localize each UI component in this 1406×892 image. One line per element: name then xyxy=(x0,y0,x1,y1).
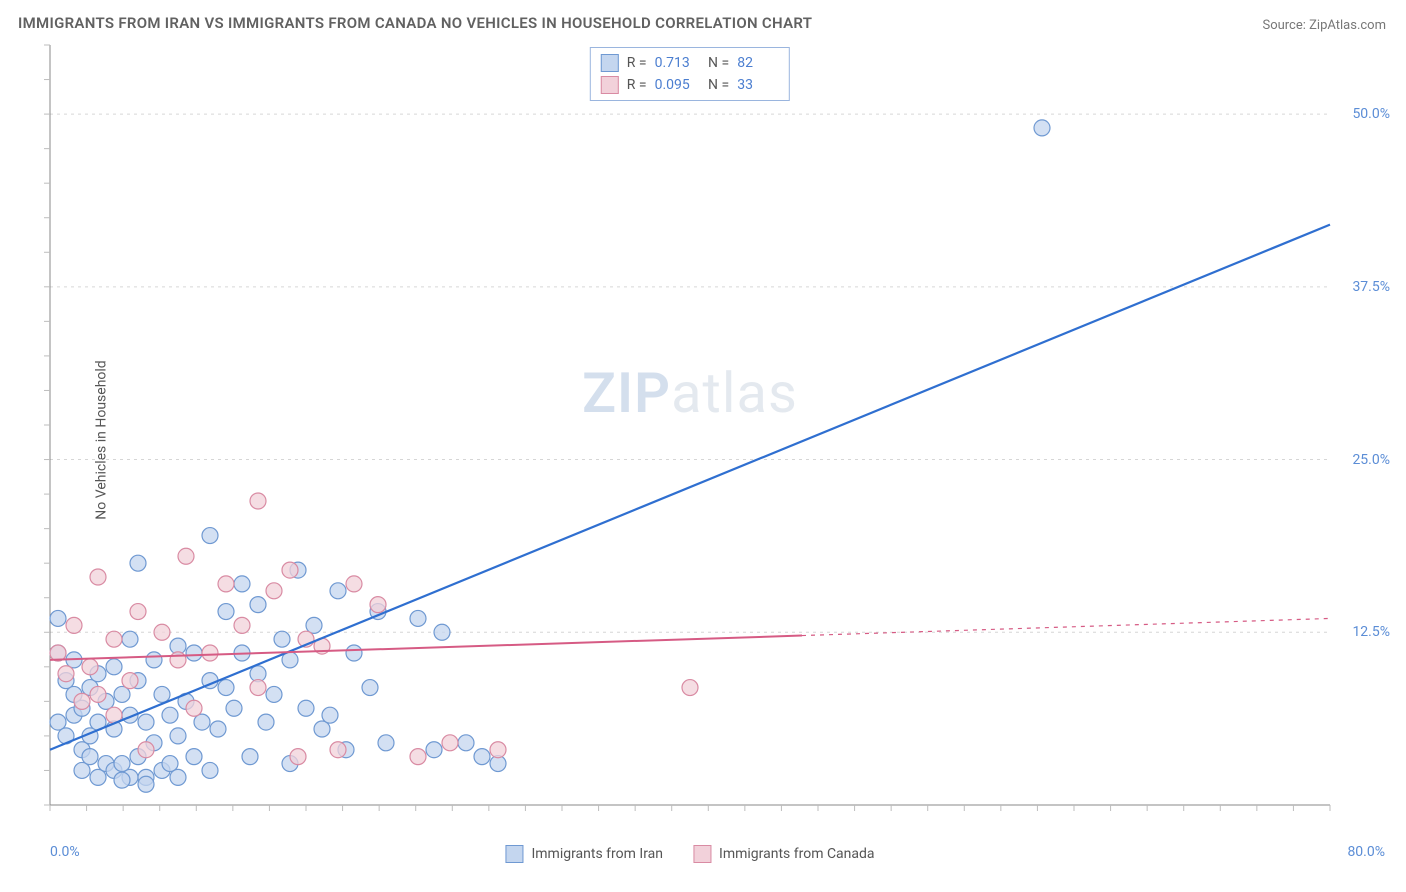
n-value-canada: 33 xyxy=(737,77,779,93)
legend-swatch-iran xyxy=(505,845,523,863)
legend-item-iran: Immigrants from Iran xyxy=(505,845,663,863)
source-attribution: Source: ZipAtlas.com xyxy=(1262,18,1386,33)
y-tick-label: 37.5% xyxy=(1352,279,1390,295)
r-value-canada: 0.095 xyxy=(655,77,697,93)
legend-row-iran: R = 0.713 N = 82 xyxy=(601,52,779,74)
scatter-plot xyxy=(50,45,1330,835)
n-label: N = xyxy=(705,77,730,93)
r-value-iran: 0.713 xyxy=(655,55,697,71)
y-tick-label: 25.0% xyxy=(1352,452,1390,468)
legend-label-canada: Immigrants from Canada xyxy=(719,846,875,862)
correlation-legend: R = 0.713 N = 82 R = 0.095 N = 33 xyxy=(590,47,790,101)
y-tick-label: 12.5% xyxy=(1352,624,1390,640)
y-tick-label: 50.0% xyxy=(1352,106,1390,122)
x-axis-min-label: 0.0% xyxy=(50,844,80,860)
r-label: R = xyxy=(627,55,647,71)
x-axis-max-label: 80.0% xyxy=(1347,844,1385,860)
legend-row-canada: R = 0.095 N = 33 xyxy=(601,74,779,96)
n-label: N = xyxy=(705,55,730,71)
legend-swatch-canada xyxy=(601,76,619,94)
chart-container: No Vehicles in Household ZIPatlas R = 0.… xyxy=(50,45,1330,835)
n-value-iran: 82 xyxy=(737,55,779,71)
legend-item-canada: Immigrants from Canada xyxy=(693,845,875,863)
legend-label-iran: Immigrants from Iran xyxy=(531,846,663,862)
chart-title: IMMIGRANTS FROM IRAN VS IMMIGRANTS FROM … xyxy=(18,14,812,32)
r-label: R = xyxy=(627,77,647,93)
legend-swatch-iran xyxy=(601,54,619,72)
series-legend: Immigrants from Iran Immigrants from Can… xyxy=(505,845,874,863)
legend-swatch-canada xyxy=(693,845,711,863)
